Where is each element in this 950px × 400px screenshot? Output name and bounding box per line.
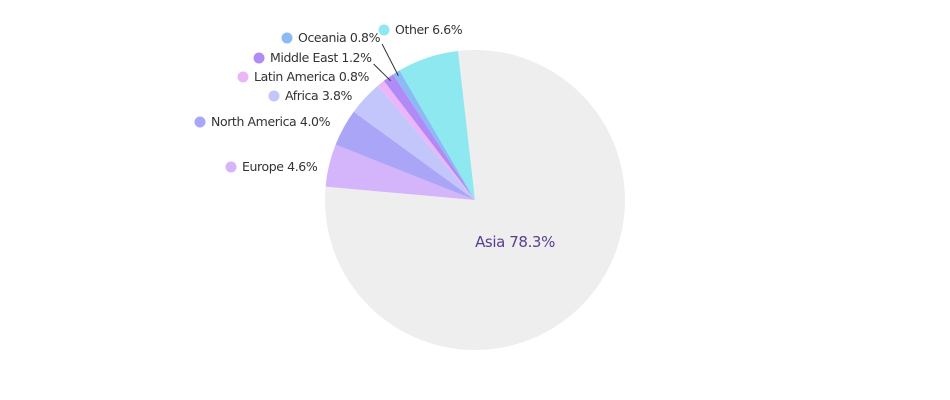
legend-dot [268,90,280,102]
slice-label: Middle East 1.2% [270,50,372,65]
legend-dot [225,161,237,173]
label-name: Middle East [270,50,338,65]
pie-slice [325,144,475,200]
leader-line [373,63,392,82]
legend-dot [378,24,390,36]
slice-label: North America 4.0% [211,114,331,129]
legend-dot [194,116,206,128]
pie-slice [377,80,475,200]
label-value: 0.8% [350,30,381,45]
label-name: Europe [242,159,284,174]
slice-label: Europe 4.6% [242,159,318,174]
label-value: 3.8% [322,88,353,103]
legend-dot [253,52,265,64]
label-name: Latin America [254,69,335,84]
slice-label: Other 6.6% [395,22,463,37]
pie-slice [353,85,475,200]
pie-slice [399,50,475,201]
pie-slice [335,111,475,200]
pie-slice [393,70,475,201]
label-value: 6.6% [432,22,463,37]
slice-label: Oceania 0.8% [298,30,381,45]
label-value: 1.2% [341,50,372,65]
pie-slice [383,74,475,200]
label-value: 78.3% [509,233,555,251]
legend-dot [281,32,293,44]
label-name: Oceania [298,30,346,45]
label-name: Africa [285,88,318,103]
slice-label: Africa 3.8% [285,88,353,103]
leader-line [381,43,399,76]
label-value: 4.0% [300,114,331,129]
label-name: Other [395,22,430,37]
label-name: North America [211,114,296,129]
label-name: Asia [475,233,505,251]
slice-label: Latin America 0.8% [254,69,370,84]
legend-dot [237,71,249,83]
label-value: 4.6% [287,159,318,174]
slice-label: Asia 78.3% [475,233,555,251]
label-value: 0.8% [339,69,370,84]
